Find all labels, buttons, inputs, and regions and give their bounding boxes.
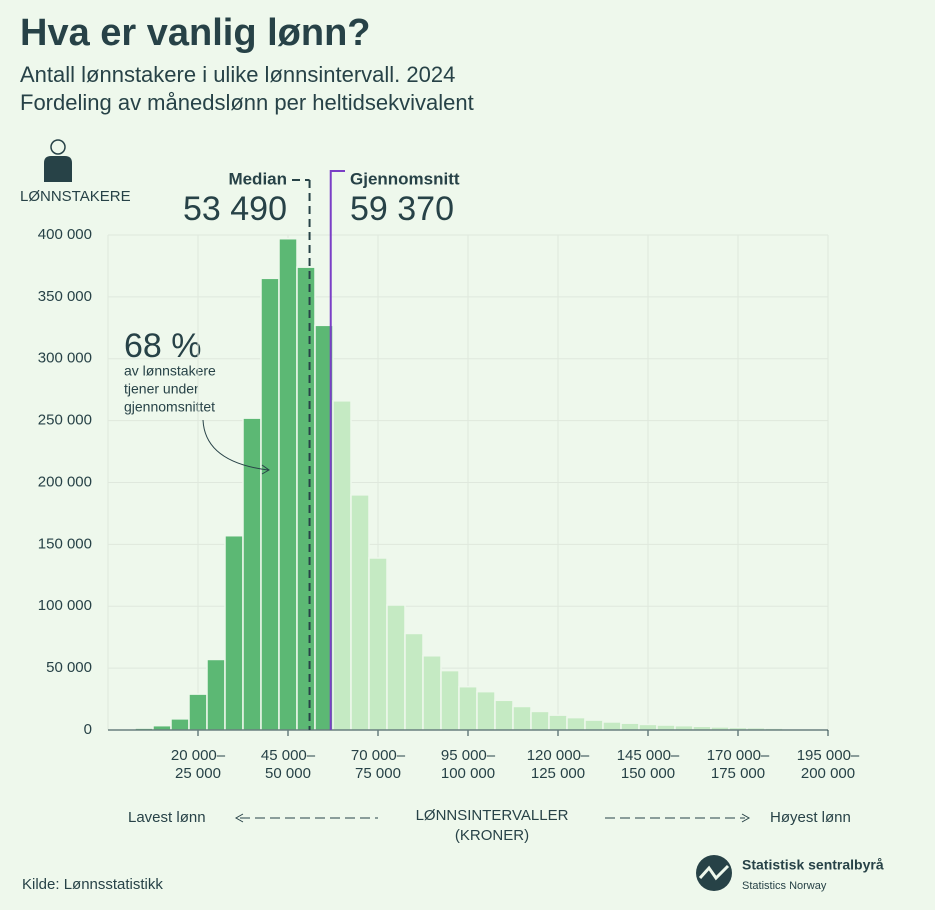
annotation-text: tjener under [124, 381, 199, 397]
chart-title: Hva er vanlig lønn? [20, 12, 371, 54]
bar [584, 719, 604, 731]
bar [170, 718, 190, 731]
annotation-text: av lønnstakere [124, 363, 216, 379]
x-tick-label: 175 000 [711, 765, 765, 782]
bar [386, 604, 406, 731]
y-tick-label: 150 000 [38, 535, 92, 552]
x-tick-label: 150 000 [621, 765, 675, 782]
x-tick-label: 125 000 [531, 765, 585, 782]
x-tick-label: 70 000– [351, 747, 406, 764]
annotation-text: gjennomsnittet [124, 399, 215, 415]
bar [602, 721, 622, 731]
bar [242, 417, 262, 731]
bar [404, 632, 424, 731]
bar [422, 655, 442, 731]
bar [512, 705, 532, 731]
mean-name: Gjennomsnitt [350, 169, 460, 188]
x-tick-label: 170 000– [707, 747, 770, 764]
logo-text: Statistisk sentralbyrå [742, 857, 884, 873]
bar [224, 534, 244, 731]
x-axis-label: LØNNSINTERVALLER [416, 807, 569, 824]
annotation-value: 68 % [124, 327, 202, 365]
bar [260, 277, 280, 731]
bar [530, 710, 550, 731]
median-value: 53 490 [183, 190, 287, 228]
y-tick-label: 100 000 [38, 597, 92, 614]
x-tick-label: 95 000– [441, 747, 496, 764]
bar [674, 724, 694, 731]
x-right-note: Høyest lønn [770, 809, 851, 826]
x-tick-label: 200 000 [801, 765, 855, 782]
bar [332, 400, 352, 731]
bar [476, 690, 496, 731]
y-tick-label: 200 000 [38, 473, 92, 490]
bar [638, 723, 658, 731]
x-tick-label: 120 000– [527, 747, 590, 764]
y-tick-label: 400 000 [38, 226, 92, 243]
bar [494, 699, 514, 731]
logo [696, 855, 732, 891]
y-tick-label: 50 000 [46, 659, 92, 676]
annotation-arrow [202, 419, 269, 471]
bar [152, 724, 172, 731]
y-tick-label: 0 [84, 721, 92, 738]
direction-arrows [234, 813, 751, 823]
plot: 0 50 000 100 000 150 000 200 000 250 000 300 0… [38, 170, 860, 782]
logo-subtext: Statistics Norway [742, 880, 827, 892]
bar [350, 494, 370, 731]
y-axis-label: LØNNSTAKERE [20, 188, 131, 205]
source: Kilde: Lønnsstatistikk [22, 876, 163, 893]
x-tick-label: 20 000– [171, 747, 226, 764]
person-icon [44, 139, 72, 182]
x-tick-label: 50 000 [265, 765, 311, 782]
subtitle: Antall lønnstakere i ulike lønnsinterval… [20, 62, 455, 87]
bar [206, 658, 226, 731]
bar [368, 557, 388, 731]
annotation-arrowhead [261, 464, 270, 475]
bar [692, 725, 712, 731]
y-tick-label: 350 000 [38, 288, 92, 305]
x-axis-label: (KRONER) [455, 827, 529, 844]
y-tick-label: 300 000 [38, 350, 92, 367]
x-left-note: Lavest lønn [128, 809, 206, 826]
x-tick-label: 45 000– [261, 747, 316, 764]
bar [548, 714, 568, 731]
bar [188, 693, 208, 731]
bar [440, 669, 460, 731]
mean-value: 59 370 [350, 190, 454, 228]
bar [278, 237, 298, 731]
bar [458, 685, 478, 731]
x-tick-label: 75 000 [355, 765, 401, 782]
x-tick-label: 145 000– [617, 747, 680, 764]
bar [656, 724, 676, 731]
median-name: Median [228, 169, 287, 188]
y-tick-label: 250 000 [38, 412, 92, 429]
bar [566, 716, 586, 731]
bar [620, 722, 640, 731]
x-tick-label: 100 000 [441, 765, 495, 782]
x-tick-label: 195 000– [797, 747, 860, 764]
x-tick-label: 25 000 [175, 765, 221, 782]
bar [296, 266, 316, 731]
subtitle: Fordeling av månedslønn per heltidsekviv… [20, 90, 474, 115]
